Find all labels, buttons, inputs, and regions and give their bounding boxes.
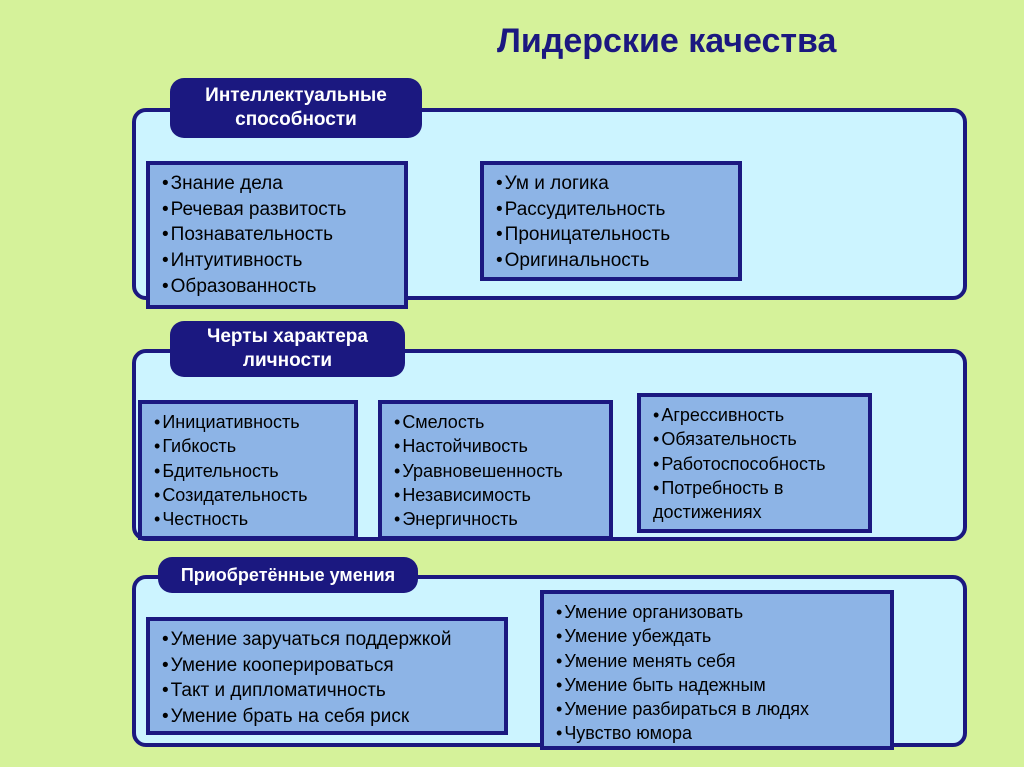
trait-item: Познавательность: [162, 222, 394, 248]
trait-item: Созидательность: [154, 483, 344, 507]
trait-item: Агрессивность: [653, 403, 858, 427]
trait-item: Умение организовать: [556, 600, 880, 624]
trait-item: Бдительность: [154, 459, 344, 483]
trait-item: Знание дела: [162, 171, 394, 197]
section-header-traits: Черты характера личности: [170, 321, 405, 377]
trait-item: Гибкость: [154, 434, 344, 458]
trait-list: Умение организоватьУмение убеждатьУмение…: [556, 600, 880, 746]
trait-box: АгрессивностьОбязательностьРаботоспособн…: [637, 393, 872, 533]
section-header-skills: Приобретённые умения: [158, 557, 418, 593]
trait-list: Ум и логикаРассудительностьПроницательно…: [496, 171, 728, 274]
trait-item: Обязательность: [653, 427, 858, 451]
trait-list: Умение заручаться поддержкойУмение коопе…: [162, 627, 494, 730]
trait-box: Умение заручаться поддержкойУмение коопе…: [146, 617, 508, 735]
trait-item: Проницательность: [496, 222, 728, 248]
trait-item: Ум и логика: [496, 171, 728, 197]
trait-item: Умение разбираться в людях: [556, 697, 880, 721]
trait-item: Честность: [154, 507, 344, 531]
trait-item: Речевая развитость: [162, 197, 394, 223]
trait-item: Независимость: [394, 483, 599, 507]
trait-box: Умение организоватьУмение убеждатьУмение…: [540, 590, 894, 750]
trait-box: Знание делаРечевая развитостьПознаватель…: [146, 161, 408, 309]
trait-item: Настойчивость: [394, 434, 599, 458]
trait-item: Работоспособность: [653, 452, 858, 476]
trait-item: Оригинальность: [496, 248, 728, 274]
trait-item: Образованность: [162, 274, 394, 300]
trait-item: Чувство юмора: [556, 721, 880, 745]
trait-item: Такт и дипломатичность: [162, 678, 494, 704]
trait-item: Умение менять себя: [556, 649, 880, 673]
trait-item: Умение быть надежным: [556, 673, 880, 697]
trait-item: Умение заручаться поддержкой: [162, 627, 494, 653]
trait-item: Инициативность: [154, 410, 344, 434]
trait-list: Знание делаРечевая развитостьПознаватель…: [162, 171, 394, 299]
trait-item: Рассудительность: [496, 197, 728, 223]
trait-list: ИнициативностьГибкостьБдительностьСозида…: [154, 410, 344, 531]
trait-list: СмелостьНастойчивостьУравновешенностьНез…: [394, 410, 599, 531]
trait-item: Интуитивность: [162, 248, 394, 274]
page-title: Лидерские качества: [497, 22, 836, 61]
trait-item: Потребность в достижениях: [653, 476, 858, 525]
trait-item: Умение убеждать: [556, 624, 880, 648]
trait-item: Умение брать на себя риск: [162, 704, 494, 730]
trait-item: Уравновешенность: [394, 459, 599, 483]
trait-box: Ум и логикаРассудительностьПроницательно…: [480, 161, 742, 281]
trait-item: Энергичность: [394, 507, 599, 531]
trait-list: АгрессивностьОбязательностьРаботоспособн…: [653, 403, 858, 524]
trait-item: Умение кооперироваться: [162, 653, 494, 679]
trait-box: СмелостьНастойчивостьУравновешенностьНез…: [378, 400, 613, 540]
trait-box: ИнициативностьГибкостьБдительностьСозида…: [138, 400, 358, 540]
trait-item: Смелость: [394, 410, 599, 434]
section-header-intellectual: Интеллектуальные способности: [170, 78, 422, 138]
